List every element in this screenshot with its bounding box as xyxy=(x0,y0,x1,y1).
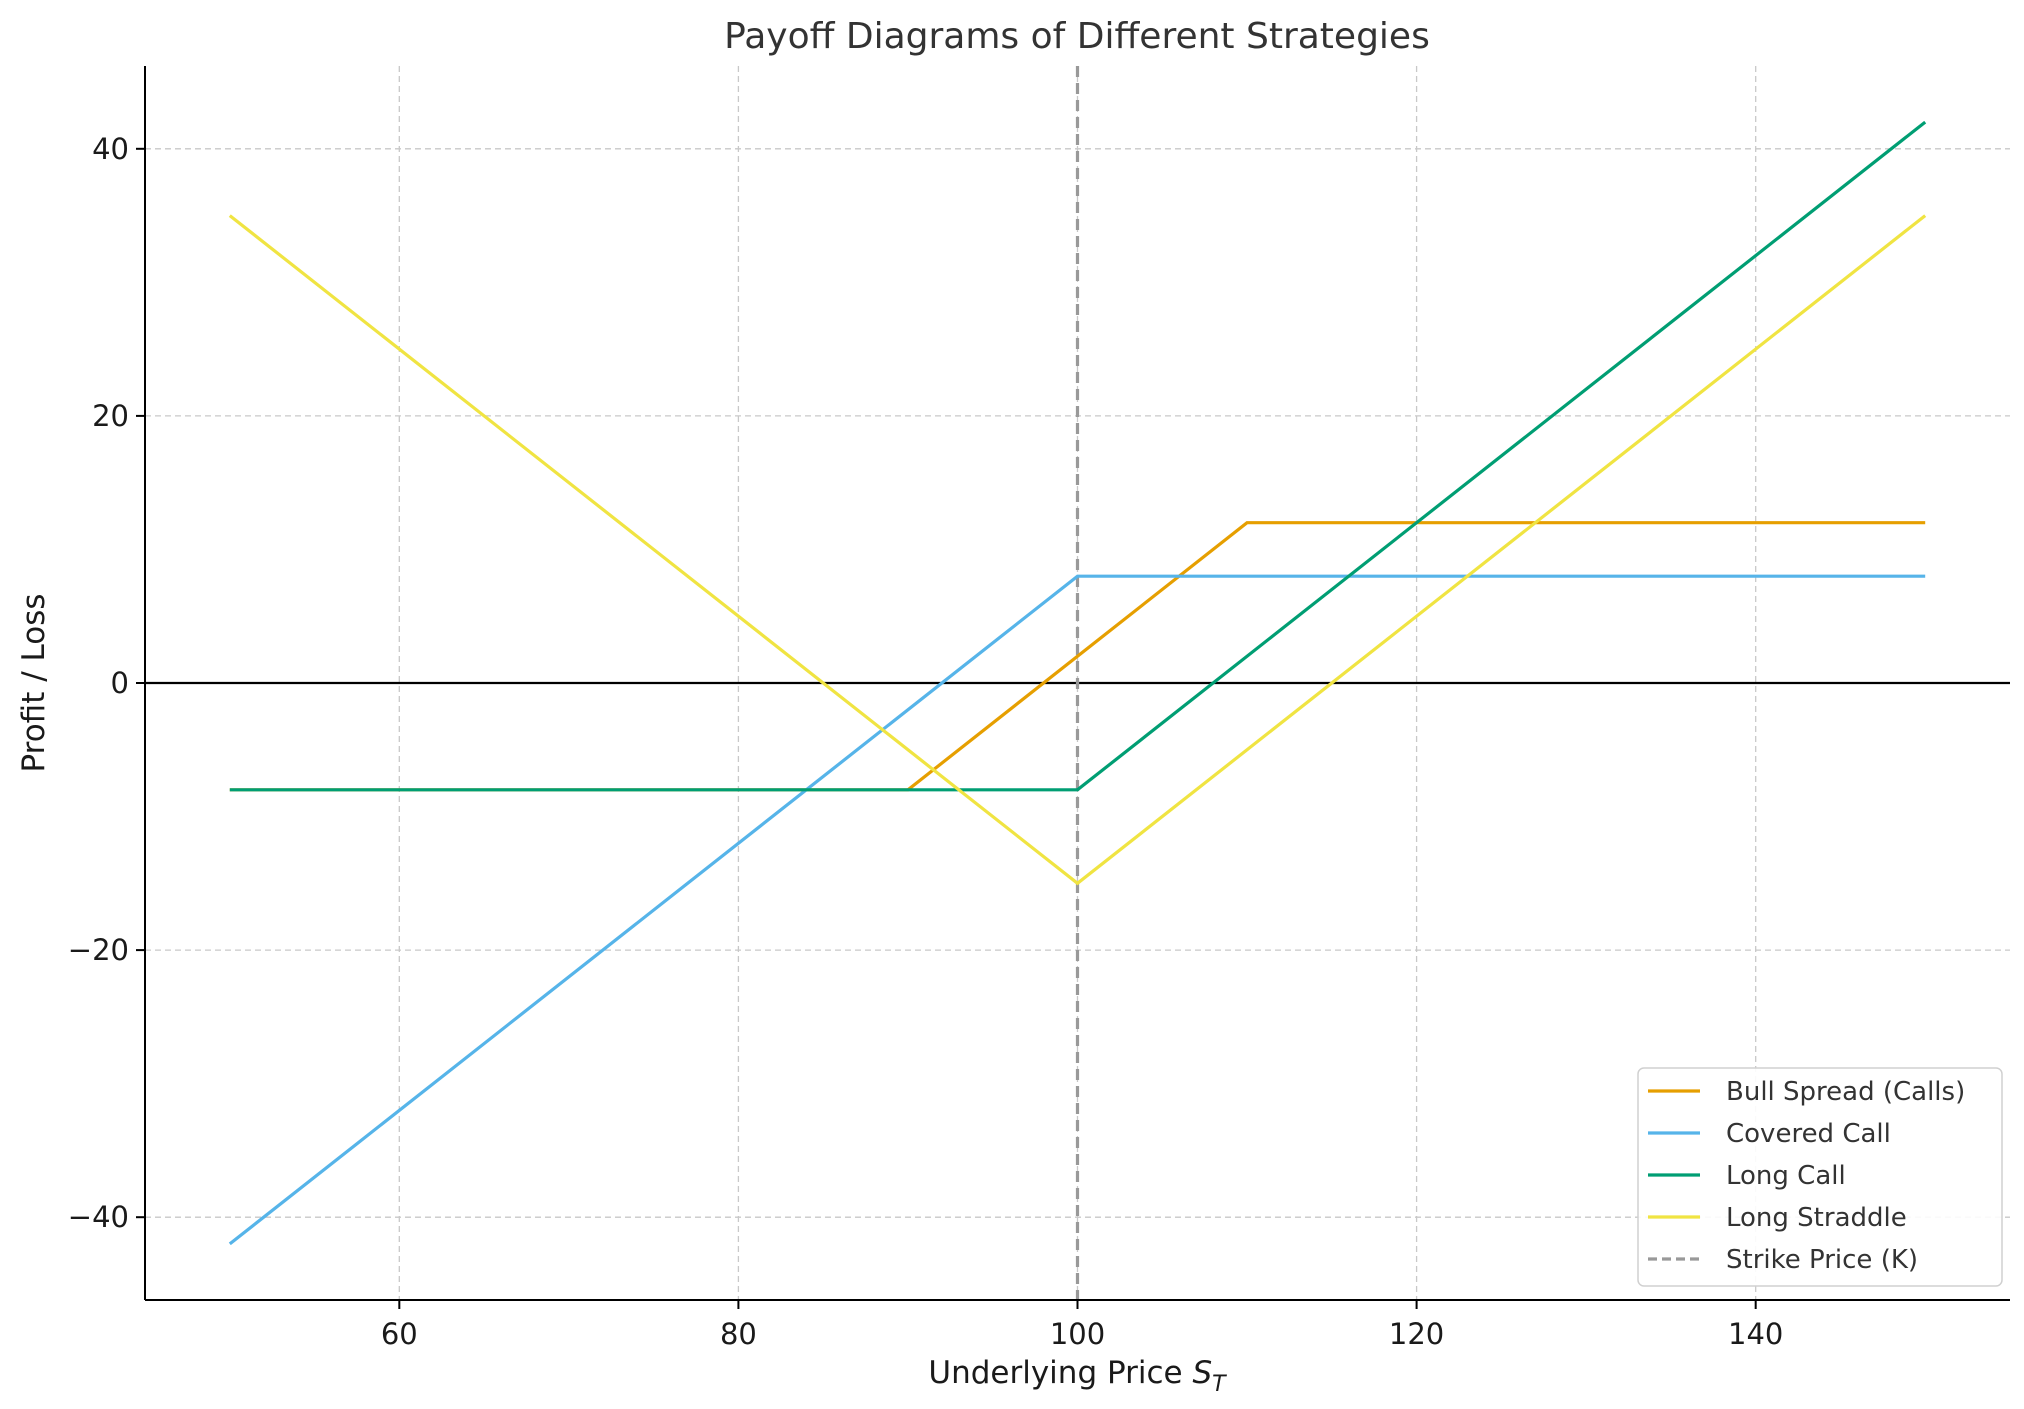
x-axis-title-text: Underlying Price xyxy=(928,1355,1182,1391)
x-tick-label: 80 xyxy=(720,1317,757,1351)
legend-label: Long Straddle xyxy=(1726,1203,1907,1233)
legend-label: Bull Spread (Calls) xyxy=(1726,1077,1965,1107)
legend-label: Long Call xyxy=(1726,1161,1846,1191)
series-line-covered-call xyxy=(228,574,1926,1246)
series-line-long-call xyxy=(229,120,1927,792)
x-tick-label: 120 xyxy=(1389,1317,1444,1351)
y-axis-title: Profit / Loss xyxy=(16,593,52,772)
y-tick-label: 0 xyxy=(111,666,129,700)
y-tick-label: 20 xyxy=(92,399,129,433)
x-tick-label: 100 xyxy=(1050,1317,1105,1351)
legend-frame xyxy=(1637,1067,2003,1287)
chart-title: Payoff Diagrams of Different Strategies xyxy=(724,16,1430,57)
x-axis-title: Underlying Price ST xyxy=(928,1355,1227,1397)
legend: Bull Spread (Calls) Covered Call Long Call… xyxy=(1637,1067,2003,1287)
legend-label: Covered Call xyxy=(1726,1119,1891,1149)
legend-label: Strike Price (K) xyxy=(1726,1245,1918,1275)
x-axis-title-subscript: T xyxy=(1212,1372,1227,1397)
y-tick-label: −20 xyxy=(68,933,129,967)
series-line-long-straddle xyxy=(228,214,1927,886)
x-tick-label: 140 xyxy=(1728,1317,1783,1351)
y-tick-label: 40 xyxy=(92,132,129,166)
tick-labels: 60 80 100 120 140 −40 −20 0 20 40 xyxy=(68,132,1784,1351)
x-tick-label: 60 xyxy=(381,1317,418,1351)
reference-lines xyxy=(145,66,2010,1300)
series-lines xyxy=(228,120,1927,1246)
y-tick-label: −40 xyxy=(68,1200,129,1234)
x-axis-title-symbol: S xyxy=(1192,1355,1212,1391)
